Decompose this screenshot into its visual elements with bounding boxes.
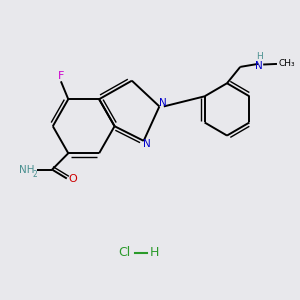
Text: CH₃: CH₃ <box>278 59 295 68</box>
Text: O: O <box>68 173 77 184</box>
Text: NH: NH <box>19 165 34 175</box>
Text: 2: 2 <box>33 170 38 179</box>
Text: N: N <box>143 139 151 149</box>
Text: H: H <box>256 52 263 61</box>
Text: N: N <box>255 61 262 71</box>
Text: N: N <box>159 98 167 109</box>
Text: F: F <box>58 71 64 81</box>
Text: H: H <box>150 246 159 259</box>
Text: Cl: Cl <box>119 246 131 259</box>
